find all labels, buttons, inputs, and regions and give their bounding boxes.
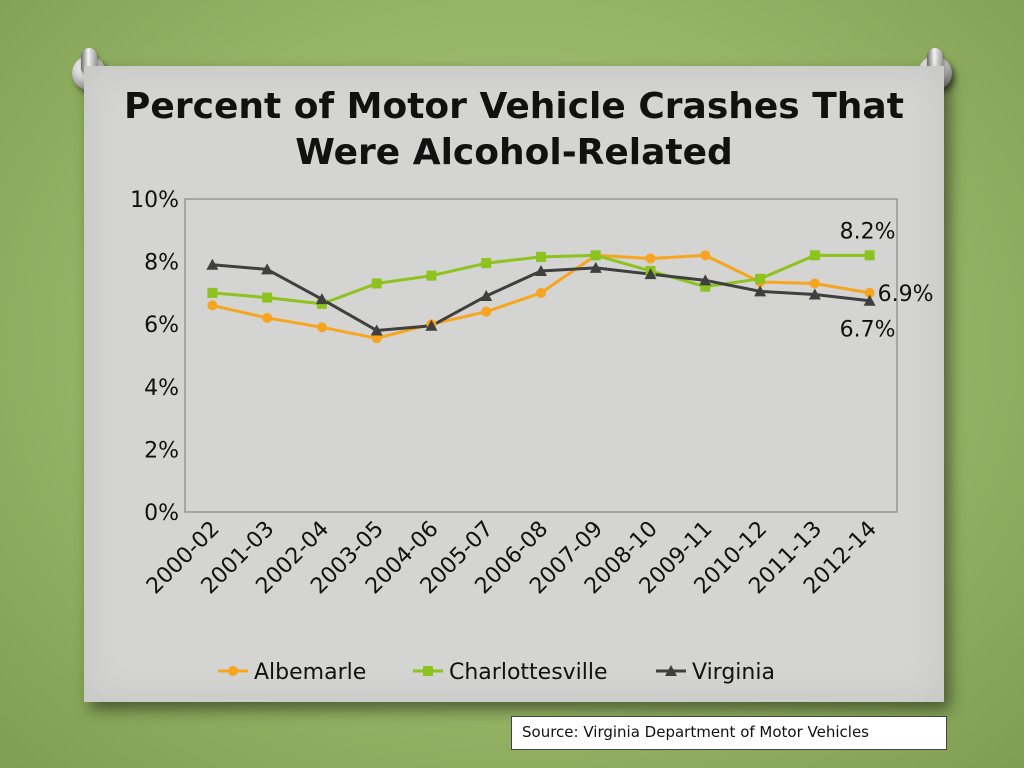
legend: Albemarle Charlottesville Virginia — [218, 660, 775, 685]
data-point-virginia — [425, 319, 438, 331]
data-label-charlottesville: 8.2% — [840, 219, 896, 244]
data-point-albemarle — [645, 253, 656, 264]
data-point-albemarle — [700, 250, 711, 261]
chart-title: Percent of Motor Vehicle Crashes That We… — [84, 84, 944, 176]
data-point-virginia — [808, 288, 821, 300]
data-point-charlottesville — [700, 281, 711, 292]
data-point-charlottesville — [755, 273, 766, 284]
chart-title-line-1: Percent of Motor Vehicle Crashes That — [124, 86, 904, 127]
data-point-charlottesville — [426, 270, 437, 281]
legend-marker-charlottesville — [423, 666, 433, 676]
y-tick-label: 2% — [144, 438, 179, 463]
chart-title-line-2: Were Alcohol-Related — [295, 132, 733, 173]
data-label-albemarle: 6.9% — [878, 282, 934, 307]
y-tick-label: 10% — [130, 188, 179, 213]
legend-label-albemarle: Albemarle — [254, 660, 366, 685]
data-point-charlottesville — [590, 250, 601, 261]
y-tick-label: 0% — [144, 501, 179, 526]
plot-area — [184, 198, 898, 513]
data-point-virginia — [644, 268, 657, 280]
legend-marker-albemarle — [228, 666, 238, 676]
y-tick-label: 6% — [144, 313, 179, 338]
data-point-charlottesville — [262, 292, 273, 303]
data-point-virginia — [206, 258, 219, 270]
data-point-albemarle — [262, 312, 273, 323]
data-point-virginia — [261, 263, 274, 275]
data-point-virginia — [699, 274, 712, 286]
data-point-albemarle — [371, 333, 382, 344]
data-point-charlottesville — [371, 278, 382, 289]
data-point-charlottesville — [809, 250, 820, 261]
data-labels: 8.2% 6.9% 6.7% — [840, 219, 934, 342]
chart-panel — [84, 66, 944, 702]
data-point-virginia — [535, 264, 547, 276]
y-axis-tick-labels: 0% 2% 4% 6% 8% 10% — [130, 188, 179, 526]
series-markers — [206, 250, 876, 344]
data-point-albemarle — [536, 287, 546, 298]
data-point-albemarle — [481, 306, 492, 317]
legend-marker-virginia — [665, 665, 677, 676]
x-axis-tick-labels: 2000-022001-032002-042003-052004-062005-… — [142, 517, 882, 600]
y-tick-label: 8% — [144, 251, 179, 276]
data-point-albemarle — [864, 287, 875, 298]
data-point-virginia — [754, 285, 767, 297]
data-point-charlottesville — [481, 258, 492, 269]
data-point-albemarle — [809, 278, 820, 289]
data-point-albemarle — [207, 300, 218, 311]
data-point-virginia — [370, 324, 383, 336]
legend-label-charlottesville: Charlottesville — [449, 660, 608, 685]
data-point-charlottesville — [536, 251, 546, 262]
y-tick-label: 4% — [144, 376, 179, 401]
data-point-charlottesville — [207, 287, 218, 298]
legend-label-virginia: Virginia — [692, 660, 775, 685]
data-point-charlottesville — [864, 250, 875, 261]
data-point-virginia — [589, 261, 602, 273]
data-point-virginia — [315, 293, 328, 305]
data-point-albemarle — [316, 322, 327, 333]
source-note: Source: Virginia Department of Motor Veh… — [511, 716, 947, 750]
data-point-virginia — [480, 290, 493, 302]
data-point-virginia — [863, 294, 876, 306]
data-label-virginia: 6.7% — [840, 318, 896, 343]
